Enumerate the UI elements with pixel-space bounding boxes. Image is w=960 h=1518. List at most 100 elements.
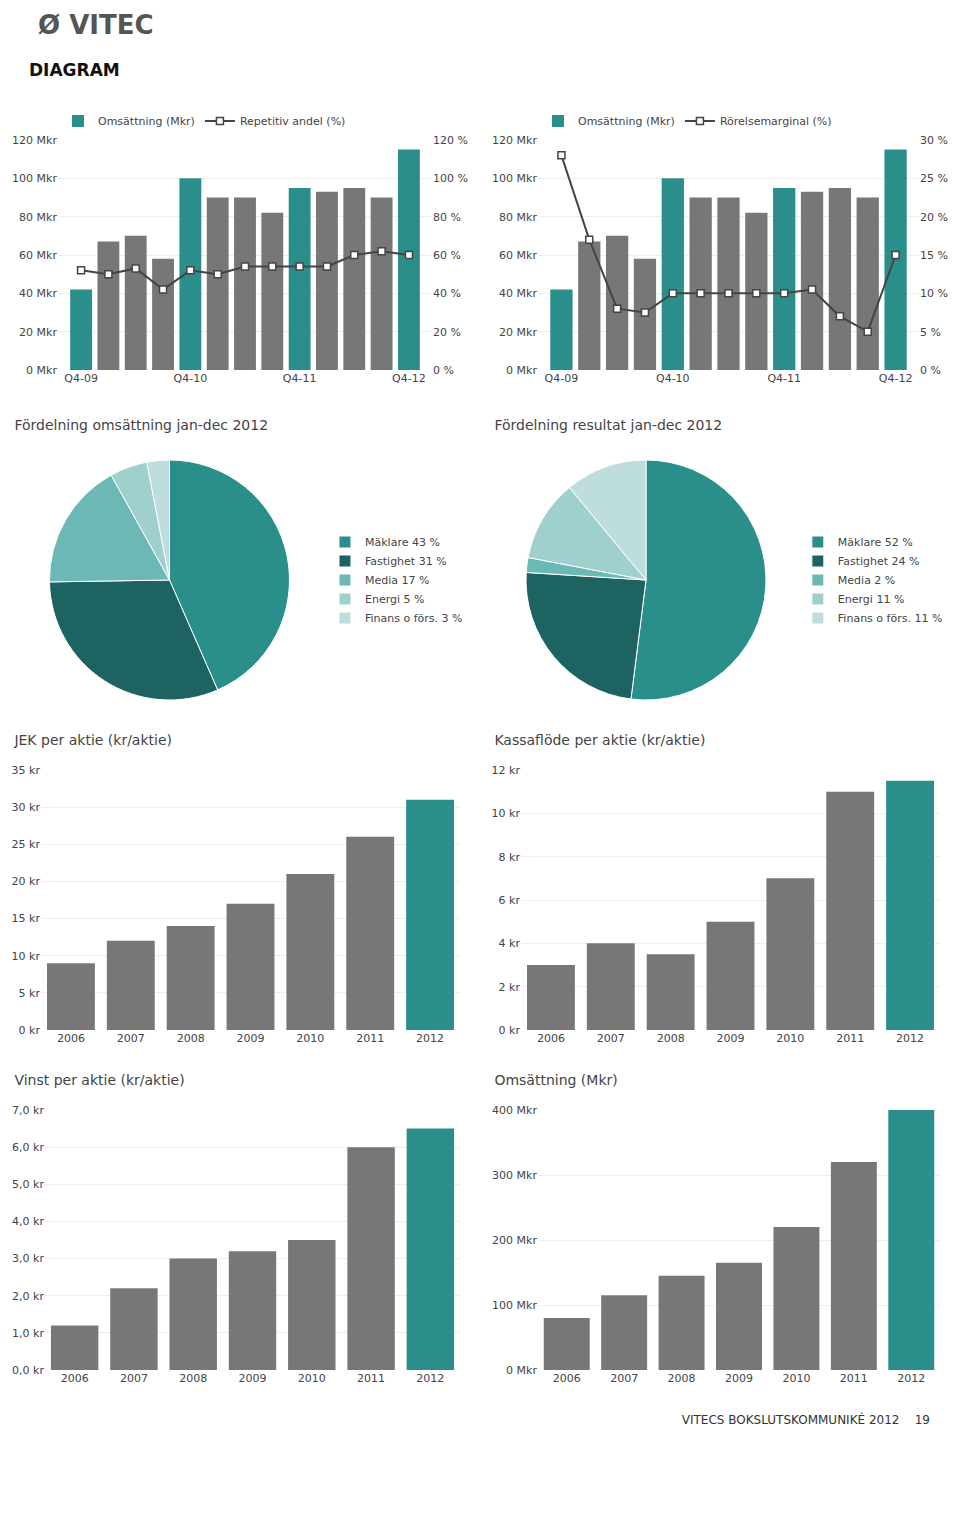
- svg-text:4,0 kr: 4,0 kr: [12, 1215, 44, 1228]
- svg-text:4 kr: 4 kr: [499, 937, 521, 950]
- svg-text:Rörelsemarginal (%): Rörelsemarginal (%): [720, 115, 832, 128]
- svg-text:Media 17 %: Media 17 %: [365, 574, 429, 587]
- svg-text:6,0 kr: 6,0 kr: [12, 1141, 44, 1154]
- svg-text:Energi 5 %: Energi 5 %: [365, 593, 425, 606]
- svg-text:Omsättning (Mkr): Omsättning (Mkr): [578, 115, 675, 128]
- svg-text:120 Mkr: 120 Mkr: [12, 134, 57, 147]
- svg-text:120 Mkr: 120 Mkr: [492, 134, 537, 147]
- svg-text:300 Mkr: 300 Mkr: [492, 1169, 537, 1182]
- svg-text:Kassaflöde per aktie (kr/aktie: Kassaflöde per aktie (kr/aktie): [494, 732, 705, 748]
- svg-text:2010: 2010: [776, 1032, 804, 1045]
- svg-text:80 %: 80 %: [433, 211, 461, 224]
- svg-text:20 kr: 20 kr: [12, 875, 41, 888]
- svg-text:25 kr: 25 kr: [12, 838, 41, 851]
- svg-text:2011: 2011: [356, 1032, 384, 1045]
- svg-text:2006: 2006: [61, 1372, 89, 1385]
- svg-text:2011: 2011: [840, 1372, 868, 1385]
- svg-text:5 %: 5 %: [920, 326, 941, 339]
- svg-text:0 kr: 0 kr: [19, 1024, 41, 1037]
- svg-text:Finans o förs. 11 %: Finans o förs. 11 %: [838, 612, 943, 625]
- svg-text:Q4-12: Q4-12: [392, 372, 426, 385]
- svg-text:2010: 2010: [298, 1372, 326, 1385]
- svg-text:Q4-11: Q4-11: [767, 372, 801, 385]
- svg-text:10 %: 10 %: [920, 287, 948, 300]
- svg-text:Fastighet 24 %: Fastighet 24 %: [838, 555, 920, 568]
- svg-text:30 kr: 30 kr: [12, 801, 41, 814]
- svg-text:Q4-10: Q4-10: [656, 372, 690, 385]
- svg-text:2008: 2008: [177, 1032, 205, 1045]
- svg-text:20 Mkr: 20 Mkr: [499, 326, 537, 339]
- svg-text:2010: 2010: [782, 1372, 810, 1385]
- svg-text:2008: 2008: [657, 1032, 685, 1045]
- svg-text:200 Mkr: 200 Mkr: [492, 1234, 537, 1247]
- svg-text:7,0 kr: 7,0 kr: [12, 1104, 44, 1117]
- svg-text:Energi 11 %: Energi 11 %: [838, 593, 905, 606]
- svg-text:100 %: 100 %: [433, 172, 468, 185]
- svg-text:2007: 2007: [120, 1372, 148, 1385]
- svg-text:2008: 2008: [179, 1372, 207, 1385]
- svg-text:30 %: 30 %: [920, 134, 948, 147]
- svg-text:2012: 2012: [897, 1372, 925, 1385]
- svg-text:Omsättning (Mkr): Omsättning (Mkr): [494, 1072, 617, 1088]
- svg-text:Q4-12: Q4-12: [879, 372, 913, 385]
- svg-text:40 Mkr: 40 Mkr: [19, 287, 57, 300]
- svg-text:Finans o förs. 3 %: Finans o förs. 3 %: [365, 612, 463, 625]
- svg-text:2006: 2006: [537, 1032, 565, 1045]
- svg-text:10 kr: 10 kr: [12, 950, 41, 963]
- svg-text:0 %: 0 %: [433, 364, 454, 377]
- svg-text:1,0 kr: 1,0 kr: [12, 1327, 44, 1340]
- svg-text:25 %: 25 %: [920, 172, 948, 185]
- svg-text:3,0 kr: 3,0 kr: [12, 1252, 44, 1265]
- svg-text:0 %: 0 %: [920, 364, 941, 377]
- svg-text:0 Mkr: 0 Mkr: [26, 364, 57, 377]
- svg-text:2012: 2012: [416, 1372, 444, 1385]
- svg-text:Media 2 %: Media 2 %: [838, 574, 895, 587]
- svg-text:2 kr: 2 kr: [499, 981, 521, 994]
- svg-text:60 %: 60 %: [433, 249, 461, 262]
- svg-text:Q4-11: Q4-11: [283, 372, 317, 385]
- svg-text:35 kr: 35 kr: [12, 764, 41, 777]
- svg-text:60 Mkr: 60 Mkr: [19, 249, 57, 262]
- svg-text:12 kr: 12 kr: [492, 764, 521, 777]
- svg-text:20 Mkr: 20 Mkr: [19, 326, 57, 339]
- svg-text:2012: 2012: [416, 1032, 444, 1045]
- svg-text:20 %: 20 %: [433, 326, 461, 339]
- svg-text:2009: 2009: [725, 1372, 753, 1385]
- svg-text:100 Mkr: 100 Mkr: [492, 1299, 537, 1312]
- svg-text:5 kr: 5 kr: [19, 987, 41, 1000]
- svg-text:Q4-10: Q4-10: [174, 372, 208, 385]
- svg-text:80 Mkr: 80 Mkr: [19, 211, 57, 224]
- svg-text:2009: 2009: [717, 1032, 745, 1045]
- svg-text:20 %: 20 %: [920, 211, 948, 224]
- svg-text:2007: 2007: [597, 1032, 625, 1045]
- svg-text:100 Mkr: 100 Mkr: [12, 172, 57, 185]
- svg-text:Mäklare 43 %: Mäklare 43 %: [365, 536, 440, 549]
- svg-text:0,0 kr: 0,0 kr: [12, 1364, 44, 1377]
- svg-text:2011: 2011: [357, 1372, 385, 1385]
- svg-text:120 %: 120 %: [433, 134, 468, 147]
- svg-text:Fördelning omsättning jan-dec: Fördelning omsättning jan-dec 2012: [14, 417, 268, 433]
- svg-text:Mäklare 52 %: Mäklare 52 %: [838, 536, 913, 549]
- svg-text:8 kr: 8 kr: [499, 851, 521, 864]
- svg-text:Fördelning resultat jan-dec 20: Fördelning resultat jan-dec 2012: [494, 417, 722, 433]
- svg-text:2010: 2010: [296, 1032, 324, 1045]
- svg-text:0 kr: 0 kr: [499, 1024, 521, 1037]
- svg-text:15 %: 15 %: [920, 249, 948, 262]
- svg-text:400 Mkr: 400 Mkr: [492, 1104, 537, 1117]
- svg-text:15 kr: 15 kr: [12, 912, 41, 925]
- svg-text:100 Mkr: 100 Mkr: [492, 172, 537, 185]
- svg-text:Omsättning (Mkr): Omsättning (Mkr): [98, 115, 195, 128]
- svg-text:2009: 2009: [237, 1032, 265, 1045]
- svg-text:0 Mkr: 0 Mkr: [506, 1364, 537, 1377]
- svg-text:6 kr: 6 kr: [499, 894, 521, 907]
- svg-text:Q4-09: Q4-09: [545, 372, 579, 385]
- svg-text:2006: 2006: [57, 1032, 85, 1045]
- svg-text:2009: 2009: [239, 1372, 267, 1385]
- svg-text:Vinst per aktie (kr/aktie): Vinst per aktie (kr/aktie): [14, 1072, 184, 1088]
- svg-text:2007: 2007: [610, 1372, 638, 1385]
- svg-text:40 Mkr: 40 Mkr: [499, 287, 537, 300]
- svg-text:JEK per aktie (kr/aktie): JEK per aktie (kr/aktie): [13, 732, 172, 748]
- svg-text:2,0 kr: 2,0 kr: [12, 1290, 44, 1303]
- svg-text:40 %: 40 %: [433, 287, 461, 300]
- svg-text:80 Mkr: 80 Mkr: [499, 211, 537, 224]
